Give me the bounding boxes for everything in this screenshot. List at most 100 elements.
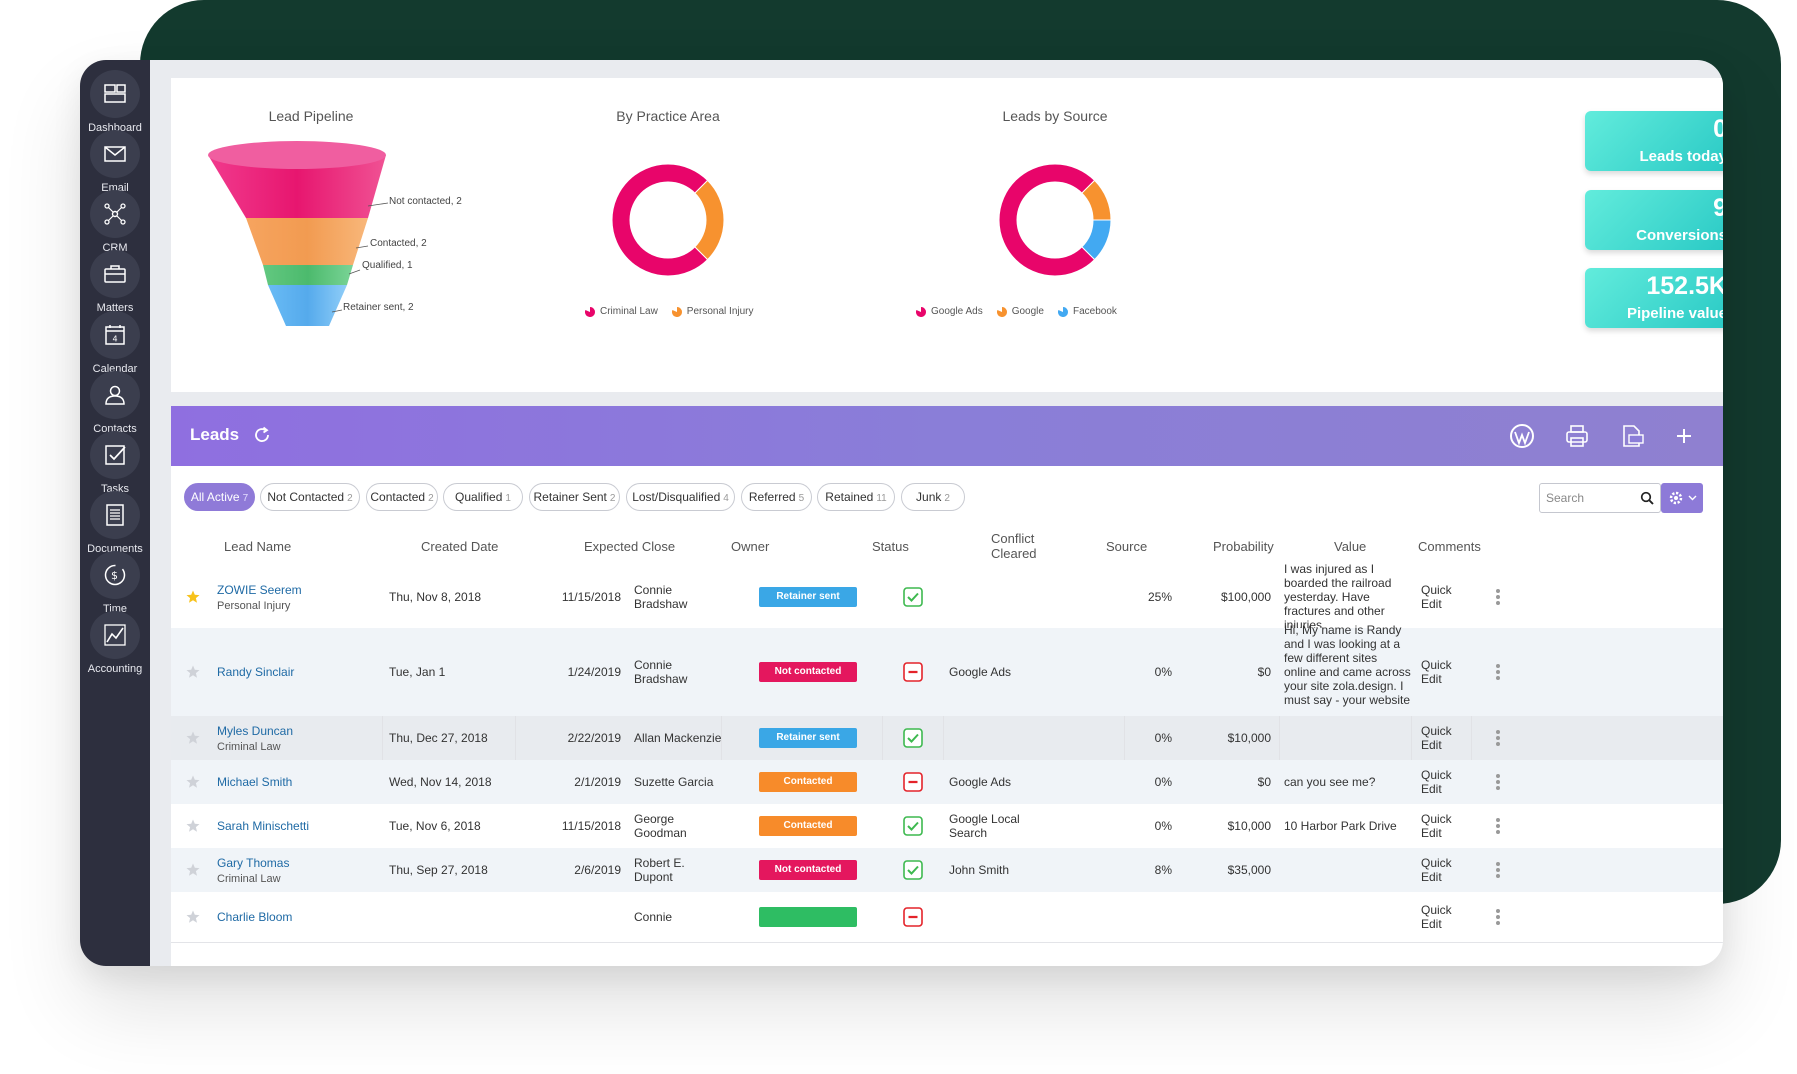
search-icon[interactable] — [1640, 491, 1654, 505]
filter-qualified[interactable]: Qualified 1 — [443, 483, 523, 511]
lead-name-link[interactable]: Charlie Bloom — [217, 910, 293, 924]
star-icon[interactable] — [186, 819, 200, 833]
wordpress-icon[interactable] — [1509, 423, 1535, 449]
col-expected-close[interactable]: Expected Close — [584, 538, 676, 554]
sidebar-item-accounting[interactable]: Accounting — [80, 611, 150, 677]
conflict-cleared-check-icon[interactable] — [903, 728, 923, 748]
add-lead-icon[interactable] — [1674, 426, 1694, 446]
stat-pipeline-value[interactable]: 152.5K Pipeline value — [1585, 268, 1723, 328]
legend-item[interactable]: Criminal Law — [585, 306, 658, 317]
legend-item[interactable]: Google — [996, 306, 1044, 317]
sidebar-item-documents[interactable]: Documents — [80, 491, 150, 557]
lead-name-link[interactable]: Randy Sinclair — [217, 665, 295, 679]
row-menu-icon[interactable] — [1496, 862, 1500, 880]
filter-junk[interactable]: Junk 2 — [901, 483, 965, 511]
status-badge[interactable]: Contacted — [759, 816, 857, 836]
quick-edit-link[interactable]: Quick Edit — [1421, 768, 1452, 796]
star-icon[interactable] — [186, 910, 200, 924]
legend-item[interactable]: Personal Injury — [671, 306, 754, 317]
status-badge[interactable]: Retainer sent — [759, 728, 857, 748]
row-menu-icon[interactable] — [1496, 730, 1500, 748]
conflict-cleared-check-icon[interactable] — [903, 860, 923, 880]
conflict-cleared-check-icon[interactable] — [903, 587, 923, 607]
conflict-not-cleared-icon[interactable] — [903, 772, 923, 792]
status-badge[interactable]: Retainer sent — [759, 587, 857, 607]
sidebar-item-contacts[interactable]: Contacts — [80, 371, 150, 437]
filter-referred[interactable]: Referred 5 — [741, 483, 812, 511]
col-created-date[interactable]: Created Date — [421, 538, 499, 554]
table-row[interactable]: Sarah Minischetti Tue, Nov 6, 2018 11/15/2… — [171, 804, 1723, 849]
practice-area: Personal Injury — [217, 599, 291, 612]
status-badge[interactable]: Not contacted — [759, 662, 857, 682]
col-lead-name[interactable]: Lead Name — [224, 538, 292, 554]
table-row[interactable]: Myles Duncan Criminal Law Thu, Dec 27, 201… — [171, 716, 1723, 761]
star-icon[interactable] — [186, 863, 200, 877]
stat-conversions[interactable]: 9 Conversions — [1585, 190, 1723, 250]
conflict-not-cleared-icon[interactable] — [903, 907, 923, 927]
print-icon[interactable] — [1564, 423, 1590, 449]
sidebar-item-tasks[interactable]: Tasks — [80, 431, 150, 497]
table-row[interactable]: Randy Sinclair Tue, Jan 1 1/24/2019 Connie … — [171, 623, 1723, 721]
quick-edit-link[interactable]: Quick Edit — [1421, 903, 1452, 931]
star-icon[interactable] — [186, 775, 200, 789]
col-conflict-cleared[interactable]: Conflict Cleared — [991, 531, 1037, 561]
stat-leads-today[interactable]: 0 Leads today — [1585, 111, 1723, 171]
lead-name-link[interactable]: Sarah Minischetti — [217, 819, 310, 833]
row-menu-icon[interactable] — [1496, 774, 1500, 792]
conflict-cleared-check-icon[interactable] — [903, 816, 923, 836]
filter-not-contacted[interactable]: Not Contacted 2 — [260, 483, 360, 511]
star-icon[interactable] — [186, 590, 200, 604]
filter-all-active[interactable]: All Active 7 — [184, 483, 255, 511]
sidebar-item-crm[interactable]: CRM — [80, 190, 150, 256]
time-icon: $ — [104, 564, 126, 586]
conflict-not-cleared-icon[interactable] — [903, 662, 923, 682]
row-menu-icon[interactable] — [1496, 664, 1500, 682]
search-input[interactable] — [1544, 489, 1636, 507]
quick-edit-link[interactable]: Quick Edit — [1421, 658, 1452, 686]
practice-donut[interactable] — [598, 150, 738, 290]
filter-lost-disqualified[interactable]: Lost/Disqualified 4 — [626, 483, 735, 511]
source-donut[interactable] — [985, 150, 1125, 290]
column-divider — [721, 716, 722, 760]
star-icon[interactable] — [186, 731, 200, 745]
lead-name-link[interactable]: Myles Duncan — [217, 723, 294, 738]
col-source[interactable]: Source — [1106, 538, 1148, 554]
status-badge[interactable]: Contacted — [759, 772, 857, 792]
row-menu-icon[interactable] — [1496, 909, 1500, 927]
lead-name-link[interactable]: Michael Smith — [217, 775, 293, 789]
sidebar-item-time[interactable]: $ Time — [80, 551, 150, 617]
col-comments[interactable]: Comments — [1418, 538, 1481, 554]
settings-button[interactable] — [1661, 483, 1703, 513]
sidebar-item-email[interactable]: Email — [80, 130, 150, 196]
quick-edit-link[interactable]: Quick Edit — [1421, 724, 1452, 752]
table-row[interactable]: Michael Smith Wed, Nov 14, 2018 2/1/2019 Su… — [171, 760, 1723, 805]
status-badge[interactable]: Not contacted — [759, 860, 857, 880]
legend-item[interactable]: Google Ads — [916, 306, 983, 317]
export-icon[interactable] — [1619, 423, 1645, 449]
sidebar-item-dashboard[interactable]: Dashboard — [80, 70, 150, 136]
table-row[interactable]: ZOWIE Seerem Personal Injury Thu, Nov 8, 2… — [171, 562, 1723, 632]
star-icon[interactable] — [186, 665, 200, 679]
col-owner[interactable]: Owner — [731, 538, 770, 554]
lead-name-link[interactable]: Gary Thomas — [217, 855, 290, 870]
pipeline-funnel[interactable] — [196, 140, 516, 330]
row-menu-icon[interactable] — [1496, 589, 1500, 607]
table-row[interactable]: Gary Thomas Criminal Law Thu, Sep 27, 2018… — [171, 848, 1723, 893]
quick-edit-link[interactable]: Quick Edit — [1421, 812, 1452, 840]
col-status[interactable]: Status — [872, 538, 909, 554]
lead-name-link[interactable]: ZOWIE Seerem — [217, 582, 302, 597]
row-menu-icon[interactable] — [1496, 818, 1500, 836]
sidebar-item-matters[interactable]: Matters — [80, 250, 150, 316]
filter-retainer-sent[interactable]: Retainer Sent 2 — [529, 483, 620, 511]
col-probability[interactable]: Probability — [1213, 538, 1274, 554]
refresh-icon[interactable] — [253, 426, 271, 444]
table-row[interactable]: Charlie Bloom Connie Quick Edit — [171, 892, 1723, 943]
quick-edit-link[interactable]: Quick Edit — [1421, 583, 1452, 611]
filter-contacted[interactable]: Contacted 2 — [366, 483, 438, 511]
filter-retained[interactable]: Retained 11 — [817, 483, 895, 511]
sidebar-item-calendar[interactable]: 4 Calendar — [80, 311, 150, 377]
legend-item[interactable]: Facebook — [1057, 306, 1117, 317]
quick-edit-link[interactable]: Quick Edit — [1421, 856, 1452, 884]
col-value[interactable]: Value — [1334, 538, 1367, 554]
status-badge[interactable] — [759, 907, 857, 927]
